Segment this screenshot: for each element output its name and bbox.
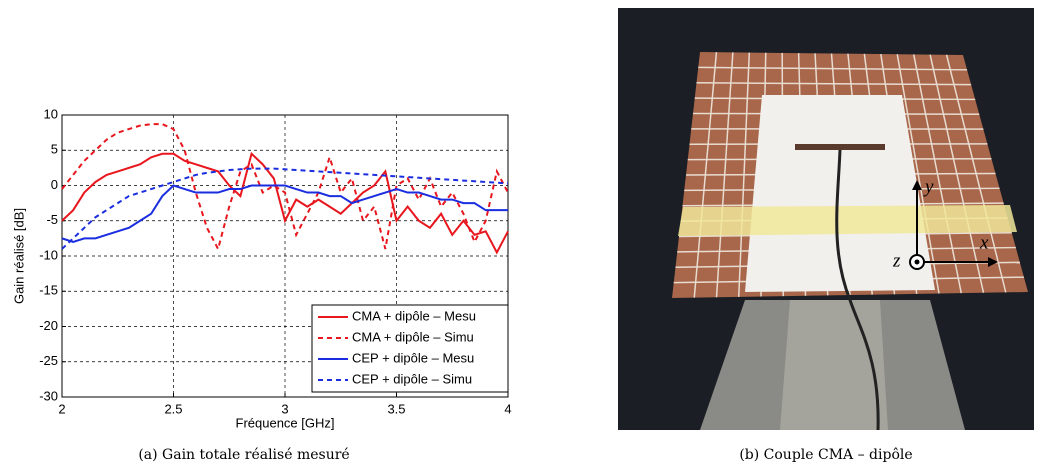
y-tick-label: -30 — [39, 388, 58, 403]
y-tick-label: -5 — [46, 212, 58, 227]
legend-label: CMA + dipôle – Simu — [352, 329, 474, 344]
tape — [678, 205, 1017, 236]
x-tick-label: 2.5 — [164, 401, 182, 416]
axis-label: z — [892, 250, 901, 271]
y-tick-label: 10 — [44, 106, 58, 121]
y-tick-label: -20 — [39, 318, 58, 333]
chart: -30 -25 -20 -15 -10 -5 0 5 10 2 2.5 3 3.5 4 Fréquence … — [11, 106, 511, 430]
y-tick-label: 5 — [51, 142, 58, 157]
dipole — [795, 144, 885, 150]
x-tick-label: 3 — [281, 401, 288, 416]
z-axis-dot — [915, 260, 920, 265]
x-axis-label: Fréquence [GHz] — [236, 415, 335, 430]
x-tick-label: 3.5 — [387, 401, 405, 416]
axis-label: x — [979, 232, 989, 253]
y-tick-label: -15 — [39, 283, 58, 298]
x-tick-label: 4 — [504, 401, 511, 416]
photo: y x z — [618, 8, 1034, 430]
legend-label: CEP + dipôle – Mesu — [352, 350, 474, 365]
legend: CMA + dipôle – Mesu CMA + dipôle – Simu CE… — [312, 305, 508, 392]
axis-label: y — [923, 176, 934, 197]
legend-label: CEP + dipôle – Simu — [352, 371, 472, 386]
y-tick-label: -10 — [39, 247, 58, 262]
y-tick-label: -25 — [39, 353, 58, 368]
y-tick-label: 0 — [51, 177, 58, 192]
y-axis-label: Gain réalisé [dB] — [11, 208, 26, 304]
x-tick-label: 2 — [58, 401, 65, 416]
caption: (a) Gain totale réalisé mesuré — [138, 447, 349, 463]
legend-label: CMA + dipôle – Mesu — [352, 308, 476, 323]
caption: (b) Couple CMA – dipôle — [739, 447, 912, 463]
